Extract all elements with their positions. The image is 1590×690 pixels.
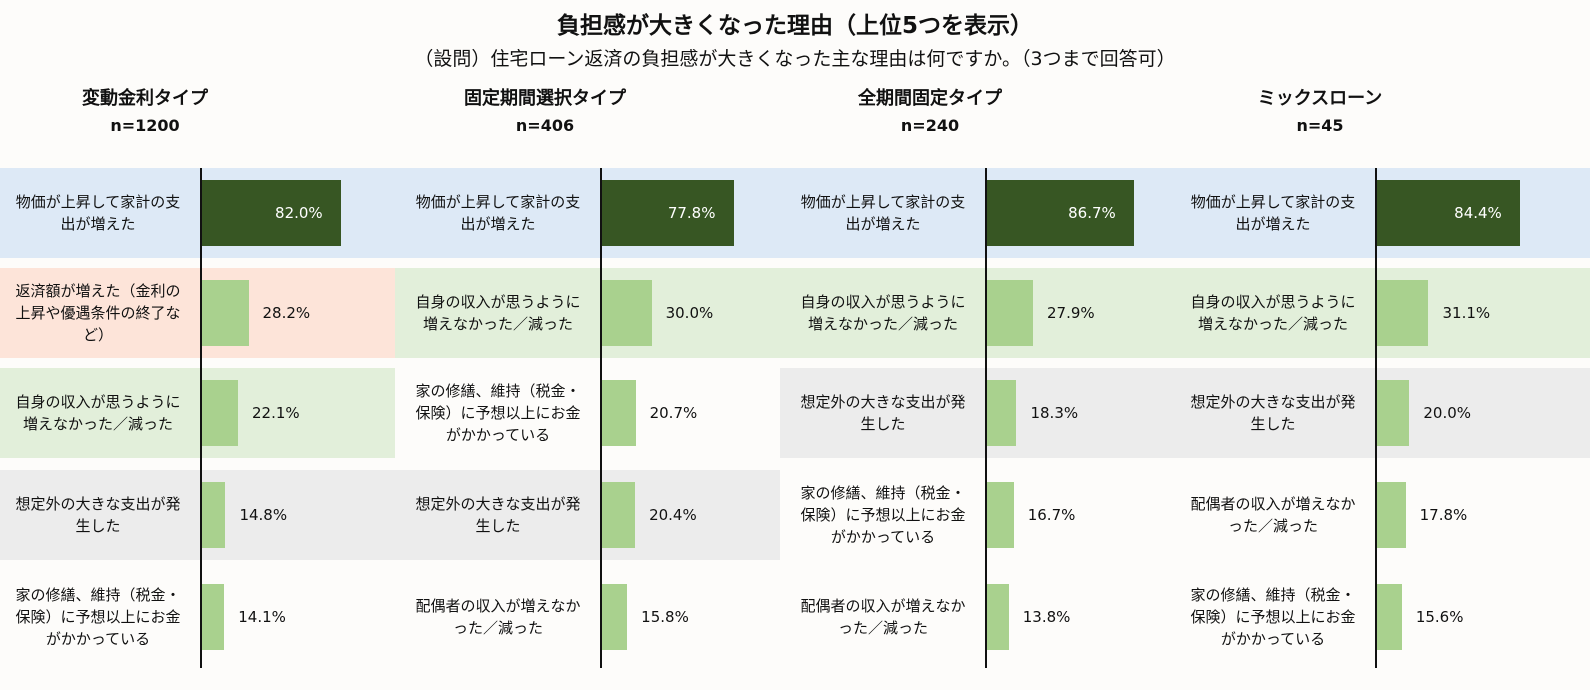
chart-title: 負担感が大きくなった理由（上位5つを表示） — [556, 13, 1033, 39]
row-background — [780, 470, 1170, 560]
data-label: 17.8% — [1419, 506, 1468, 524]
data-label: 15.8% — [641, 608, 689, 626]
data-label: 86.7% — [1068, 204, 1116, 222]
data-label: 30.0% — [665, 304, 714, 322]
panel-title: 固定期間選択タイプ — [464, 88, 626, 109]
data-label: 15.6% — [1415, 608, 1464, 626]
bar — [200, 180, 342, 246]
bar — [600, 180, 734, 246]
category-label: 家の修繕、維持（税金・保険）に予想以上にお金がかかっている — [15, 586, 181, 648]
data-label: 20.4% — [649, 506, 697, 524]
panel-sample-size: n=1200 — [110, 116, 180, 135]
bar — [600, 584, 628, 650]
category-label: 返済額が増えた（金利の上昇や優遇条件の終了など） — [15, 282, 181, 344]
bar — [985, 584, 1009, 650]
panel-sample-size: n=45 — [1296, 116, 1344, 135]
category-label: 配偶者の収入が増えなかった／減った — [1190, 495, 1356, 535]
row-background — [0, 572, 395, 662]
data-label: 22.1% — [252, 404, 300, 422]
row-background — [395, 368, 780, 458]
category-axis — [600, 168, 602, 668]
category-label: 家の修繕、維持（税金・保険）に予想以上にお金がかかっている — [415, 382, 581, 444]
panel-title: 変動金利タイプ — [82, 88, 208, 109]
bar — [600, 280, 652, 346]
bar — [200, 584, 225, 650]
category-label: 想定外の大きな支出が発生した — [15, 495, 181, 535]
row-background — [395, 470, 780, 560]
bar — [985, 482, 1014, 548]
panel-sample-size: n=240 — [900, 116, 960, 135]
category-label: 物価が上昇して家計の支出が増えた — [415, 193, 581, 233]
bar — [200, 280, 249, 346]
category-label: 物価が上昇して家計の支出が増えた — [15, 193, 181, 233]
category-label: 自身の収入が思うように増えなかった／減った — [1190, 293, 1356, 333]
category-label: 想定外の大きな支出が発生した — [415, 495, 581, 535]
data-label: 27.9% — [1046, 304, 1095, 322]
data-label: 28.2% — [262, 304, 311, 322]
data-label: 16.7% — [1027, 506, 1076, 524]
bar — [600, 482, 636, 548]
category-label: 配偶者の収入が増えなかった／減った — [800, 597, 966, 637]
data-label: 14.8% — [239, 506, 288, 524]
category-label: 自身の収入が思うように増えなかった／減った — [15, 393, 181, 433]
data-label: 82.0% — [275, 204, 323, 222]
category-label: 想定外の大きな支出が発生した — [1190, 393, 1356, 433]
category-label: 家の修繕、維持（税金・保険）に予想以上にお金がかかっている — [800, 484, 966, 546]
bar — [200, 380, 238, 446]
row-background — [780, 572, 1170, 662]
bar — [1375, 380, 1410, 446]
row-background — [0, 470, 395, 560]
category-label: 想定外の大きな支出が発生した — [800, 393, 966, 433]
data-label: 31.1% — [1442, 304, 1491, 322]
data-label: 13.8% — [1022, 608, 1071, 626]
row-background — [780, 268, 1170, 358]
panel-title: ミックスローン — [1257, 88, 1383, 109]
row-background — [395, 268, 780, 358]
chart-subtitle: （設問）住宅ローン返済の負担感が大きくなった主な理由は何ですか。（3つまで回答可… — [414, 48, 1176, 70]
category-label: 配偶者の収入が増えなかった／減った — [415, 597, 581, 637]
bar — [985, 180, 1135, 246]
category-label: 自身の収入が思うように増えなかった／減った — [800, 293, 966, 333]
row-background — [780, 368, 1170, 458]
bar — [985, 380, 1017, 446]
data-label: 18.3% — [1030, 404, 1079, 422]
bar — [1375, 482, 1406, 548]
bar — [1375, 280, 1429, 346]
bar — [1375, 584, 1402, 650]
data-label: 14.1% — [238, 608, 286, 626]
data-label: 84.4% — [1454, 204, 1502, 222]
category-label: 自身の収入が思うように増えなかった／減った — [415, 293, 581, 333]
row-background — [0, 368, 395, 458]
category-axis — [1375, 168, 1377, 668]
row-background — [0, 268, 395, 358]
category-axis — [200, 168, 202, 668]
category-label: 物価が上昇して家計の支出が増えた — [800, 193, 966, 233]
category-axis — [985, 168, 987, 668]
category-label: 物価が上昇して家計の支出が増えた — [1190, 193, 1356, 233]
data-label: 77.8% — [667, 204, 716, 222]
row-background — [395, 572, 780, 662]
bar — [600, 380, 636, 446]
category-label: 家の修繕、維持（税金・保険）に予想以上にお金がかかっている — [1190, 586, 1356, 648]
data-label: 20.0% — [1423, 404, 1472, 422]
panel-title: 全期間固定タイプ — [858, 88, 1002, 109]
panel-sample-size: n=406 — [515, 116, 575, 135]
data-label: 20.7% — [649, 404, 698, 422]
bar — [200, 482, 226, 548]
bar — [985, 280, 1033, 346]
bar — [1375, 180, 1521, 246]
